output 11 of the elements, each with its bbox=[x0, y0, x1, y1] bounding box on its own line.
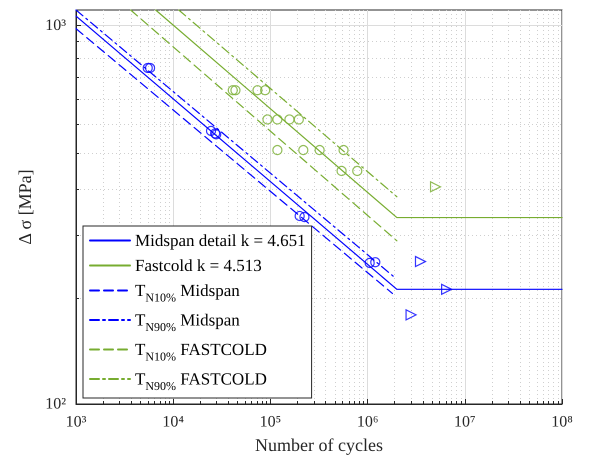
x-tick-label: 10⁴ bbox=[162, 414, 184, 430]
x-tick-label: 10⁵ bbox=[260, 414, 282, 430]
x-tick-label: 10⁸ bbox=[551, 414, 573, 430]
x-tick-label: 10³ bbox=[66, 414, 87, 430]
legend-label: Midspan detail k = 4.651 bbox=[135, 231, 306, 250]
y-axis-title: Δ σ [MPa] bbox=[15, 169, 35, 245]
x-axis-title: Number of cycles bbox=[255, 435, 383, 455]
y-tick-label: 10² bbox=[45, 396, 66, 412]
x-tick-label: 10⁷ bbox=[454, 414, 476, 430]
x-tick-label: 10⁶ bbox=[356, 414, 378, 430]
legend-label: Fastcold k = 4.513 bbox=[135, 256, 262, 275]
